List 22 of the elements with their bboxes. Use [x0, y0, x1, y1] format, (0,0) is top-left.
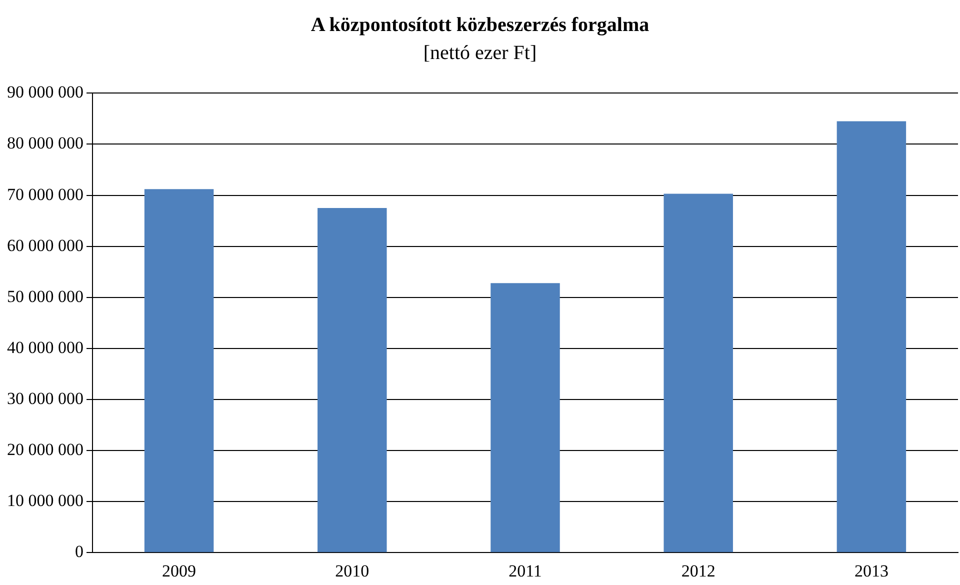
x-tick-label: 2011	[508, 561, 542, 580]
y-tick-label: 70 000 000	[7, 184, 84, 204]
x-tick-label: 2009	[162, 561, 196, 580]
x-tick-label: 2010	[335, 561, 370, 580]
y-tick-label: 10 000 000	[7, 491, 84, 510]
y-tick-label: 40 000 000	[7, 338, 84, 357]
y-tick-label: 80 000 000	[7, 134, 84, 153]
x-tick-label: 2012	[681, 561, 716, 580]
bar	[836, 121, 906, 552]
bar	[664, 194, 733, 552]
y-tick-label: 60 000 000	[7, 236, 84, 255]
y-tick-label: 90 000 000	[7, 82, 84, 102]
x-tick-label: 2013	[854, 561, 888, 580]
chart-title: A központosított közbeszerzés forgalma	[310, 14, 650, 37]
y-tick-label: 30 000 000	[7, 388, 84, 408]
bar	[490, 283, 560, 552]
chart-subtitle: [nettó ezer Ft]	[422, 42, 538, 65]
y-tick-label: 20 000 000	[7, 440, 84, 459]
y-tick-label: 50 000 000	[7, 286, 84, 306]
bar	[144, 189, 214, 552]
y-tick-label: 0	[75, 542, 84, 562]
bar	[318, 208, 387, 552]
